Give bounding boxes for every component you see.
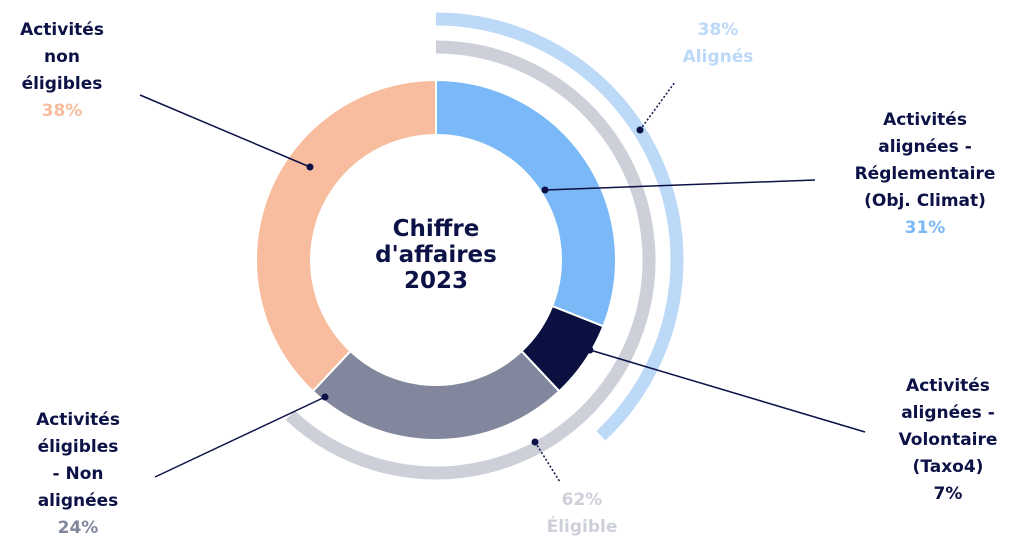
ring-label: 62% Éligible: [547, 487, 618, 538]
ring-arc: [285, 40, 656, 480]
ring-value: 62%: [561, 490, 603, 510]
leader-dot: [586, 346, 594, 354]
leader-line: [544, 179, 816, 191]
donut-segment: [311, 349, 561, 441]
value-label: 7%: [933, 484, 963, 504]
donut-segment: [255, 78, 437, 393]
value-label: 38%: [41, 101, 83, 121]
category-label: Activités alignées - Volontaire (Taxo4) 7…: [899, 373, 998, 508]
category-label: Activités éligibles - Non alignées 24%: [36, 407, 120, 538]
leader-dot: [541, 186, 549, 194]
ring-label: 38% Alignés: [683, 17, 754, 71]
leader-line: [139, 94, 311, 168]
leader-line: [154, 396, 326, 478]
ring-dot: [636, 126, 644, 134]
value-label: 31%: [904, 218, 946, 238]
ring-dot: [531, 438, 539, 446]
donut-segment: [435, 78, 617, 328]
leader-line: [589, 349, 866, 433]
leader-dot: [321, 393, 329, 401]
ring-name: Alignés: [682, 47, 754, 67]
ring-name: Éligible: [546, 517, 618, 537]
ring-leader: [639, 81, 676, 131]
ring-value: 38%: [697, 20, 739, 40]
ring-arc: [435, 12, 684, 441]
category-label: Activités alignées - Réglementaire (Obj.…: [855, 107, 996, 242]
chart-title: Chiffre d'affaires 2023: [375, 216, 497, 294]
category-label: Activités non éligibles 38%: [20, 17, 104, 125]
value-label: 24%: [57, 518, 99, 538]
leader-dot: [306, 163, 314, 171]
